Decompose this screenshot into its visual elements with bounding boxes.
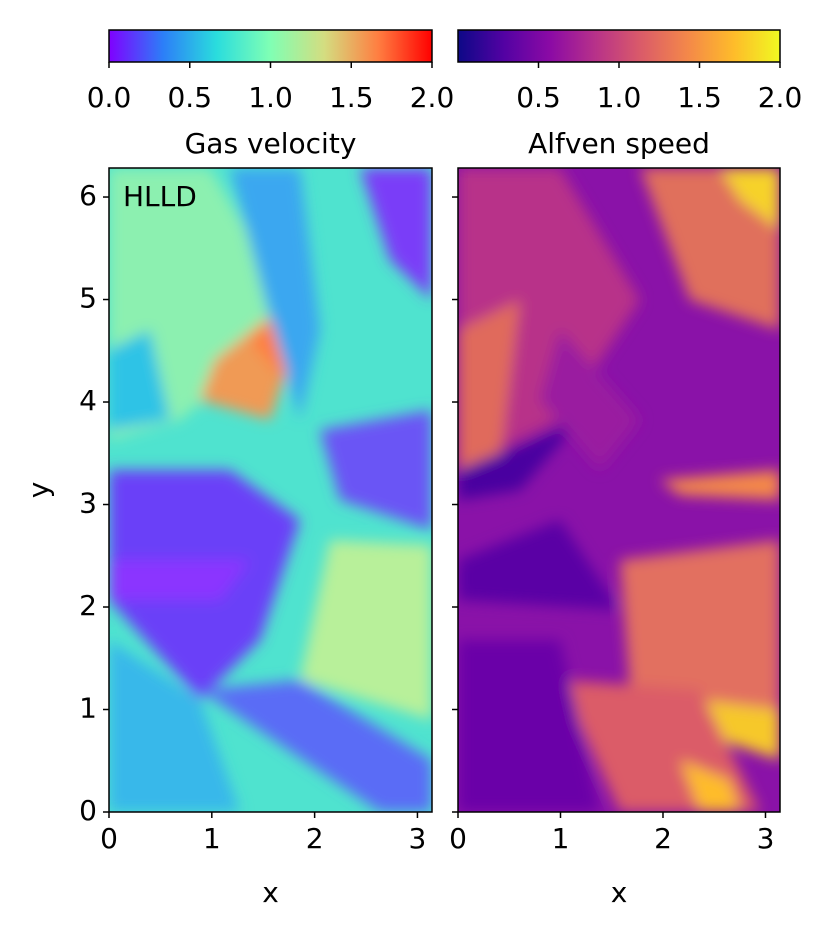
x-tick-label: 0 bbox=[449, 822, 467, 855]
x-axis-label: x bbox=[611, 876, 628, 909]
y-tick-label: 0 bbox=[79, 794, 97, 827]
x-tick-label: 1 bbox=[203, 822, 221, 855]
x-tick-label: 2 bbox=[654, 822, 672, 855]
y-tick-label: 1 bbox=[79, 692, 97, 725]
y-tick-label: 5 bbox=[79, 282, 97, 315]
y-tick-label: 6 bbox=[79, 179, 97, 212]
annotation: HLLD bbox=[123, 180, 197, 213]
colorbar-tick-label: 1.5 bbox=[329, 81, 374, 114]
axes-frame bbox=[457, 167, 781, 813]
y-tick-label: 2 bbox=[79, 589, 97, 622]
colorbar-tick-label: 2.0 bbox=[410, 81, 455, 114]
colorbar-tick-label: 0.5 bbox=[167, 81, 212, 114]
colorbar-tick-label: 2.0 bbox=[758, 81, 803, 114]
y-tick-label: 3 bbox=[79, 487, 97, 520]
x-tick-label: 2 bbox=[306, 822, 324, 855]
y-tick-label: 4 bbox=[79, 384, 97, 417]
colorbar-tick-label: 1.0 bbox=[597, 81, 642, 114]
colorbar-label: Gas velocity bbox=[185, 127, 357, 160]
x-tick-label: 3 bbox=[409, 822, 427, 855]
colorbar-label: Alfven speed bbox=[528, 127, 710, 160]
colorbar-tick-label: 0.5 bbox=[516, 81, 561, 114]
colorbar-tick-label: 1.5 bbox=[677, 81, 722, 114]
axes-frame bbox=[108, 167, 433, 813]
colorbar bbox=[457, 29, 781, 63]
x-tick-label: 0 bbox=[100, 822, 118, 855]
x-tick-label: 1 bbox=[552, 822, 570, 855]
y-axis-label: y bbox=[22, 482, 55, 499]
colorbar-tick-label: 1.0 bbox=[248, 81, 293, 114]
heatmap-texture bbox=[458, 168, 780, 812]
x-tick-label: 3 bbox=[757, 822, 775, 855]
x-axis-label: x bbox=[262, 876, 279, 909]
heatmap-texture bbox=[109, 168, 432, 812]
colorbar-tick-label: 0.0 bbox=[87, 81, 132, 114]
colorbar bbox=[108, 29, 433, 63]
